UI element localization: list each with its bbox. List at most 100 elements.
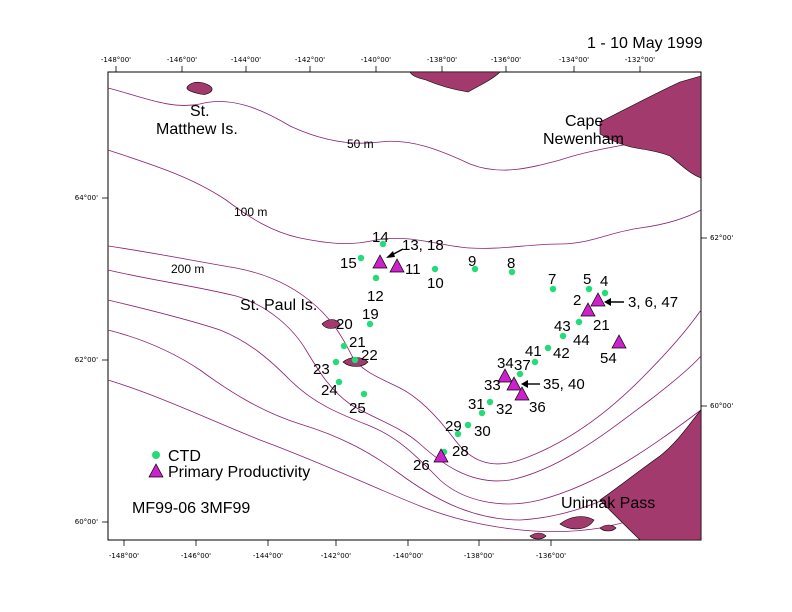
- station-marker[interactable]: [601, 289, 609, 297]
- station-label: 22: [361, 347, 378, 364]
- st-matthew-island: [186, 81, 213, 95]
- contour-shelf-break-1: [107, 269, 702, 482]
- landmasses: [186, 71, 702, 541]
- station-label: 4: [600, 273, 608, 290]
- station-label: 19: [362, 306, 379, 323]
- station-marker[interactable]: [575, 318, 583, 326]
- station-marker[interactable]: [508, 268, 516, 276]
- pp-marker[interactable]: [611, 334, 627, 349]
- station-label: 21: [593, 317, 610, 334]
- legend-pp-symbol: [148, 463, 164, 478]
- pp-marker[interactable]: [372, 254, 388, 269]
- tick-label: -142°00': [321, 552, 351, 560]
- tick-label: -140°00': [393, 552, 423, 560]
- station-label: 35, 40: [543, 376, 585, 393]
- station-label: 23: [313, 361, 330, 378]
- pp-stations: [372, 254, 627, 463]
- place-st-paul: St. Paul Is.: [240, 297, 317, 314]
- station-marker[interactable]: [516, 370, 524, 378]
- pp-marker[interactable]: [497, 368, 513, 383]
- station-label: 31: [468, 396, 485, 413]
- station-label: 54: [600, 350, 617, 367]
- station-label: 15: [340, 255, 357, 272]
- station-marker[interactable]: [372, 274, 380, 282]
- station-label: 9: [468, 253, 476, 270]
- tick-label: 62°00': [75, 356, 98, 364]
- aleutian-islet-2: [599, 524, 617, 532]
- tick-label: -132°00': [625, 56, 655, 64]
- station-marker[interactable]: [360, 390, 368, 398]
- tick-label: -148°00': [109, 552, 139, 560]
- pp-marker[interactable]: [389, 258, 405, 273]
- place-unimak-pass: Unimak Pass: [561, 495, 655, 512]
- arrow-pointer-icon: [386, 248, 624, 388]
- cape-newenham-coast: [599, 75, 702, 179]
- tick-label: -138°00': [464, 552, 494, 560]
- tick-label: -148°00': [101, 56, 131, 64]
- station-label: 13, 18: [402, 237, 444, 254]
- station-marker[interactable]: [471, 265, 479, 273]
- station-marker[interactable]: [559, 332, 567, 340]
- station-marker[interactable]: [351, 356, 359, 364]
- tick-label: -142°00': [295, 56, 325, 64]
- tick-label: -144°00': [253, 552, 283, 560]
- pp-marker[interactable]: [590, 292, 606, 307]
- pp-marker[interactable]: [433, 448, 449, 463]
- station-marker[interactable]: [366, 320, 374, 328]
- station-marker[interactable]: [464, 421, 472, 429]
- station-marker[interactable]: [431, 265, 439, 273]
- station-label: 41: [525, 343, 542, 360]
- station-label: 10: [427, 275, 444, 292]
- tick-label: -136°00': [491, 56, 521, 64]
- station-marker[interactable]: [454, 430, 462, 438]
- legend-ctd-symbol: [152, 451, 160, 459]
- station-marker[interactable]: [478, 409, 486, 417]
- depth-label-50m: 50 m: [347, 137, 374, 151]
- station-marker[interactable]: [585, 285, 593, 293]
- tick-label: -146°00': [181, 552, 211, 560]
- cruise-id: MF99-06 3MF99: [132, 500, 250, 517]
- station-marker[interactable]: [549, 285, 557, 293]
- frame-ticks: -148°00' -146°00' -144°00' -142°00' -140°00'…: [75, 56, 734, 560]
- station-marker[interactable]: [335, 378, 343, 386]
- tick-label: -144°00': [231, 56, 261, 64]
- depth-label-200m: 200 m: [171, 262, 204, 276]
- station-label: 32: [496, 401, 513, 418]
- tick-label: -146°00': [167, 56, 197, 64]
- pp-marker[interactable]: [580, 302, 596, 317]
- depth-labels: 50 m 100 m 200 m: [171, 137, 374, 276]
- station-label: 21: [349, 334, 366, 351]
- station-label: 12: [367, 288, 384, 305]
- station-label: 11: [405, 261, 421, 278]
- place-st-matthew-line1: St.: [190, 103, 210, 120]
- legend-ctd-label: CTD: [168, 448, 201, 465]
- station-marker[interactable]: [531, 358, 539, 366]
- station-marker[interactable]: [379, 240, 387, 248]
- station-marker[interactable]: [544, 344, 552, 352]
- st-paul-island: [321, 319, 341, 329]
- station-label: 34: [497, 355, 514, 372]
- station-label: 37: [514, 357, 531, 374]
- map-title: 1 - 10 May 1999: [587, 35, 703, 52]
- pp-marker[interactable]: [506, 376, 522, 391]
- pp-marker[interactable]: [514, 386, 530, 401]
- station-marker[interactable]: [332, 358, 340, 366]
- tick-label: -138°00': [427, 56, 457, 64]
- station-marker[interactable]: [486, 398, 494, 406]
- station-marker[interactable]: [357, 254, 365, 262]
- unimak-alaska-peninsula: [599, 409, 702, 541]
- tick-label: -136°00': [536, 552, 566, 560]
- station-label: 33: [484, 377, 501, 394]
- station-labels: 14 13, 18 15 11 12 9 8 10 7 5 4 2 3, 6, …: [313, 229, 678, 474]
- station-label: 2: [573, 292, 581, 309]
- place-names: St. Matthew Is. Cape Newenham St. Paul I…: [156, 103, 655, 512]
- station-marker[interactable]: [340, 342, 348, 350]
- station-label: 25: [349, 400, 366, 417]
- contour-100m: [107, 149, 702, 249]
- tick-label: 62°00': [710, 234, 733, 242]
- contour-slope: [107, 329, 702, 521]
- station-label: 43: [554, 318, 571, 335]
- depth-label-100m: 100 m: [234, 205, 267, 219]
- station-label: 3, 6, 47: [628, 294, 678, 311]
